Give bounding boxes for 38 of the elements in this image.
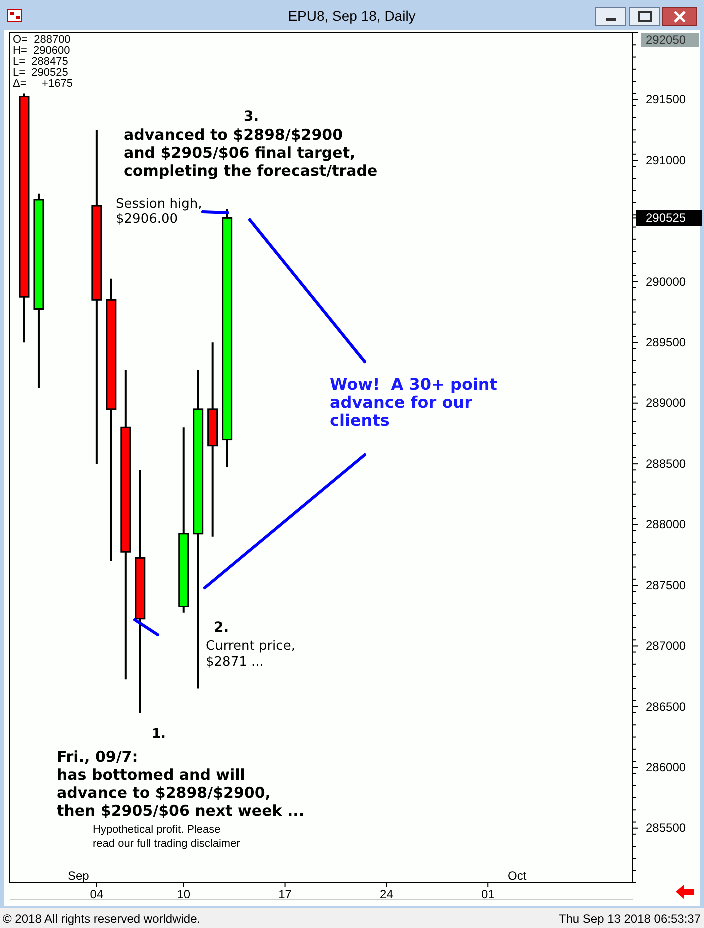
y-tick-label: 291500 [646, 92, 686, 107]
y-tick-label: 287000 [646, 639, 686, 654]
annotation: L= 288475 [13, 56, 68, 68]
annotation: Sep [68, 869, 90, 883]
y-tick-label: 288500 [646, 456, 686, 471]
annotation: Hypothetical profit. Please read our full trading disclaimer [93, 824, 241, 850]
y-tick-label: 292050 [646, 32, 686, 47]
annotation: Wow! A 30+ point advance for our clients [330, 375, 498, 430]
text: Thu Sep 13 2018 06:53:37 [558, 912, 702, 926]
annotation: 2. [214, 620, 230, 636]
chart-title: EPU8, Sep 18, Daily [288, 8, 416, 24]
x-tick-label: 24 [380, 888, 394, 902]
y-tick-label: 288000 [646, 518, 686, 532]
annotation: Δ= +1675 [13, 78, 73, 90]
annotation: advanced to $2898/$2900 and $2905/$06 final target, completing the forecast/trade [124, 126, 378, 180]
annotation: L= 290525 [13, 67, 68, 79]
y-tick-label: 286000 [646, 760, 686, 774]
annotation: Oct [508, 869, 528, 883]
annotation: H= 290600 [13, 45, 70, 57]
y-tick-label: 289500 [646, 335, 686, 350]
y-tick-label: 290000 [646, 274, 686, 289]
y-tick-label: 285500 [646, 821, 686, 836]
annotation: 3. [244, 109, 260, 125]
y-tick-label: 286500 [646, 700, 686, 714]
y-tick-label: 291000 [646, 153, 686, 168]
y-tick-label: 290525 [646, 211, 686, 226]
annotation: Current price, $2871 ... [206, 639, 296, 670]
y-tick-label: 287500 [646, 578, 686, 592]
x-tick-label: 04 [90, 888, 104, 902]
x-tick-label: 10 [177, 888, 191, 902]
annotation: Session high, $2906.00 [116, 197, 202, 227]
text: © 2018 All rights reserved worldwide. [3, 912, 201, 926]
annotation: 1. [152, 727, 166, 742]
x-tick-label: 01 [481, 888, 496, 902]
x-tick-label: 17 [278, 888, 292, 902]
annotation: O= 288700 [13, 34, 71, 46]
y-tick-label: 289000 [646, 396, 686, 410]
annotation: Fri., 09/7: has bottomed and will advance to $2898/$2900, then $2905/$06 next week ... [57, 748, 305, 820]
